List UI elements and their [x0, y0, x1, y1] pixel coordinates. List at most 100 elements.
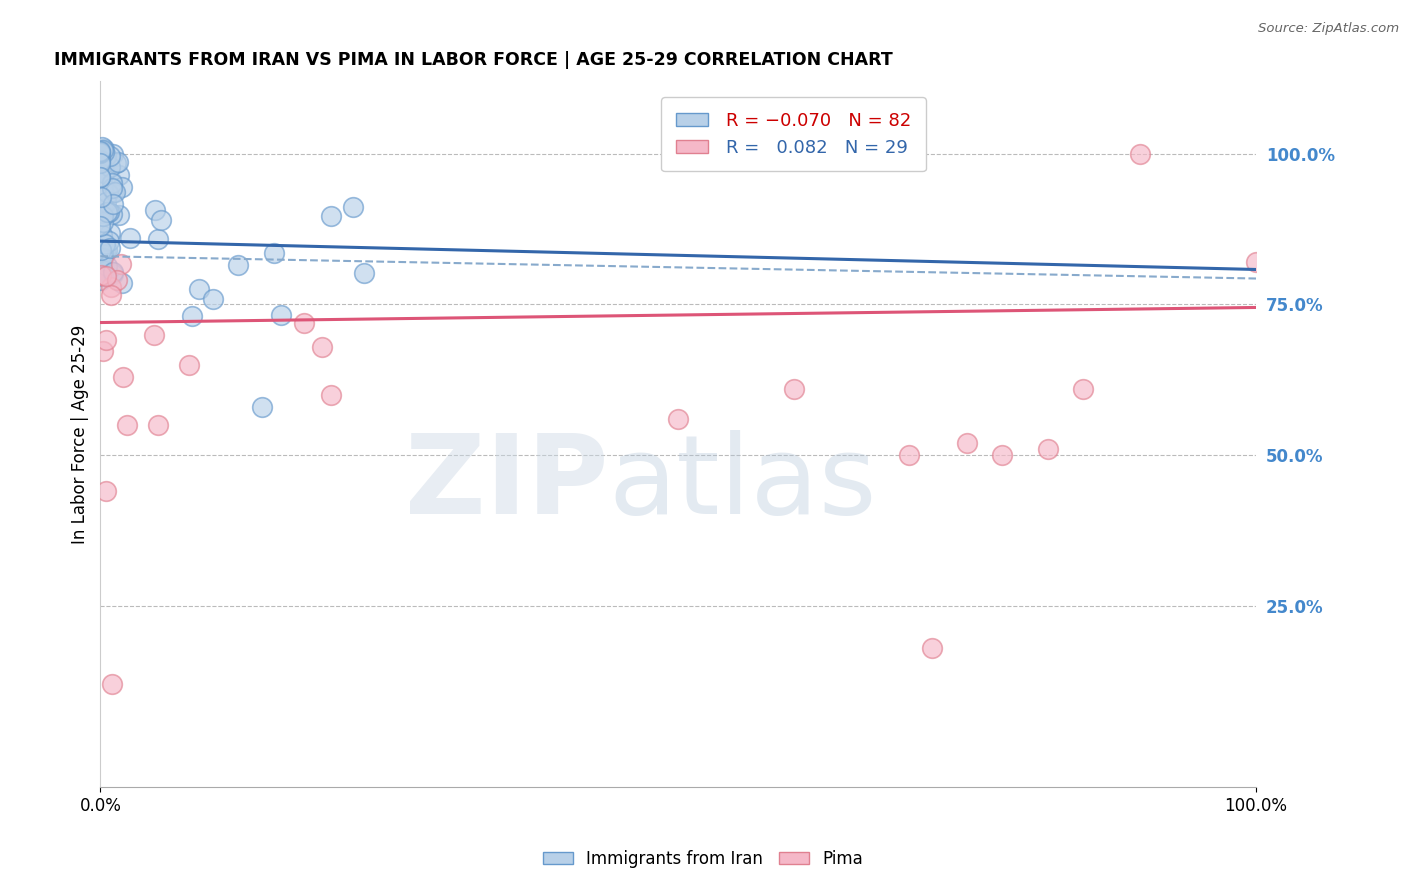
- Point: [104, 185, 127, 199]
- Point: [91, 140, 114, 154]
- Point: [98, 149, 121, 163]
- Text: IMMIGRANTS FROM IRAN VS PIMA IN LABOR FORCE | AGE 25-29 CORRELATION CHART: IMMIGRANTS FROM IRAN VS PIMA IN LABOR FO…: [53, 51, 893, 69]
- Point: [991, 448, 1014, 462]
- Point: [111, 179, 134, 194]
- Point: [93, 215, 115, 229]
- Point: [98, 160, 121, 174]
- Point: [150, 212, 173, 227]
- Point: [898, 448, 921, 462]
- Point: [94, 333, 117, 347]
- Point: [101, 177, 124, 191]
- Point: [100, 280, 122, 294]
- Point: [91, 251, 114, 265]
- Point: [101, 175, 124, 189]
- Point: [101, 267, 124, 281]
- Point: [98, 205, 121, 219]
- Text: ZIP: ZIP: [405, 430, 609, 537]
- Point: [101, 197, 124, 211]
- Text: Source: ZipAtlas.com: Source: ZipAtlas.com: [1258, 22, 1399, 36]
- Point: [89, 219, 111, 234]
- Point: [93, 268, 115, 283]
- Point: [177, 358, 200, 372]
- Point: [103, 147, 125, 161]
- Point: [97, 234, 120, 248]
- Point: [97, 204, 120, 219]
- Point: [101, 207, 124, 221]
- Legend: R = −0.070   N = 82, R =   0.082   N = 29: R = −0.070 N = 82, R = 0.082 N = 29: [661, 97, 927, 171]
- Y-axis label: In Labor Force | Age 25-29: In Labor Force | Age 25-29: [72, 325, 89, 544]
- Point: [89, 154, 111, 169]
- Point: [94, 236, 117, 251]
- Point: [104, 156, 127, 170]
- Point: [110, 256, 132, 270]
- Point: [90, 243, 112, 257]
- Point: [319, 388, 342, 402]
- Point: [101, 185, 124, 199]
- Point: [146, 232, 169, 246]
- Point: [101, 180, 124, 194]
- Point: [105, 273, 128, 287]
- Point: [89, 145, 111, 160]
- Point: [89, 156, 111, 170]
- Point: [921, 641, 943, 656]
- Point: [120, 231, 142, 245]
- Point: [187, 282, 209, 296]
- Point: [181, 310, 204, 324]
- Point: [143, 327, 166, 342]
- Point: [90, 190, 112, 204]
- Point: [250, 400, 273, 414]
- Point: [201, 292, 224, 306]
- Legend: Immigrants from Iran, Pima: Immigrants from Iran, Pima: [536, 844, 870, 875]
- Point: [107, 155, 129, 169]
- Point: [89, 188, 111, 202]
- Point: [94, 269, 117, 284]
- Point: [226, 258, 249, 272]
- Point: [143, 203, 166, 218]
- Point: [93, 166, 115, 180]
- Point: [342, 201, 364, 215]
- Point: [91, 344, 114, 359]
- Point: [93, 142, 115, 156]
- Point: [91, 209, 114, 223]
- Point: [270, 308, 292, 322]
- Point: [91, 246, 114, 260]
- Point: [112, 369, 135, 384]
- Point: [93, 145, 115, 160]
- Point: [89, 170, 111, 185]
- Point: [97, 186, 120, 200]
- Point: [94, 264, 117, 278]
- Point: [783, 382, 806, 396]
- Point: [94, 484, 117, 499]
- Point: [319, 209, 342, 223]
- Point: [94, 195, 117, 210]
- Point: [89, 153, 111, 168]
- Point: [108, 168, 131, 182]
- Point: [96, 259, 118, 273]
- Point: [1129, 146, 1152, 161]
- Point: [666, 412, 689, 426]
- Point: [956, 436, 979, 450]
- Point: [101, 265, 124, 279]
- Point: [101, 677, 124, 691]
- Point: [353, 266, 375, 280]
- Point: [91, 202, 114, 217]
- Point: [115, 418, 138, 433]
- Point: [91, 228, 114, 243]
- Point: [111, 277, 134, 291]
- Text: atlas: atlas: [609, 430, 877, 537]
- Point: [311, 340, 333, 354]
- Point: [96, 204, 118, 219]
- Point: [91, 206, 114, 220]
- Point: [94, 149, 117, 163]
- Point: [263, 245, 285, 260]
- Point: [94, 246, 117, 260]
- Point: [1036, 442, 1059, 457]
- Point: [90, 273, 112, 287]
- Point: [292, 316, 315, 330]
- Point: [89, 145, 111, 159]
- Point: [98, 226, 121, 240]
- Point: [148, 418, 170, 433]
- Point: [89, 169, 111, 184]
- Point: [98, 241, 121, 255]
- Point: [107, 208, 129, 222]
